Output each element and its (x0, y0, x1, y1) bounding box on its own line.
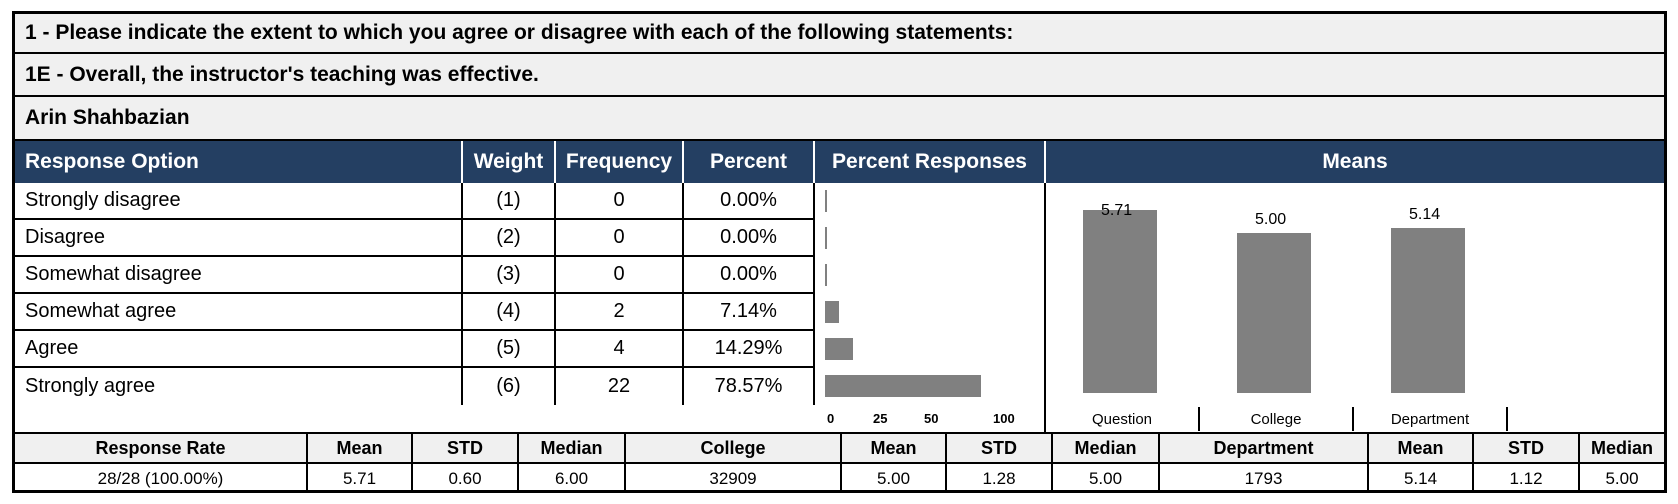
frequency-value: 0 (556, 183, 684, 220)
stat-value: 6.00 (519, 464, 626, 493)
mean-bar (1237, 232, 1311, 393)
stat-value: 5.14 (1369, 464, 1474, 493)
stat-header: College (626, 434, 842, 464)
percent-value: 14.29% (684, 331, 815, 368)
frequency-value: 2 (556, 294, 684, 331)
weight-value: (4) (463, 294, 556, 331)
percent-responses-chart (815, 183, 1046, 405)
stat-header: STD (1474, 434, 1580, 464)
means-category-row: Question College Department (1046, 405, 1664, 434)
stat-value: 0.60 (413, 464, 519, 493)
weight-value: (1) (463, 183, 556, 220)
stat-value: 28/28 (100.00%) (15, 464, 308, 493)
percent-value: 7.14% (684, 294, 815, 331)
mean-bar-label: 5.00 (1255, 210, 1287, 228)
means-category-label: College (1200, 407, 1354, 431)
weight-value: (6) (463, 368, 556, 405)
stat-header: Median (1053, 434, 1160, 464)
percent-bar (825, 375, 981, 397)
frequency-value: 0 (556, 220, 684, 257)
stat-header: STD (947, 434, 1053, 464)
percent-bar (825, 338, 854, 360)
stat-value: 1793 (1160, 464, 1369, 493)
mean-bar-label: 5.14 (1409, 206, 1441, 224)
col-percent-responses: Percent Responses (815, 141, 1046, 183)
frequency-value: 22 (556, 368, 684, 405)
response-option-label: Strongly disagree (15, 183, 463, 220)
frequency-value: 4 (556, 331, 684, 368)
percent-axis-tick: 25 (873, 411, 888, 426)
response-option-label: Agree (15, 331, 463, 368)
stat-value: 32909 (626, 464, 842, 493)
response-option-label: Strongly agree (15, 368, 463, 405)
stat-header: STD (413, 434, 519, 464)
percent-axis-tick: 100 (993, 411, 1015, 426)
weight-value: (3) (463, 257, 556, 294)
stat-value: 1.28 (947, 464, 1053, 493)
question-group-title: 1 - Please indicate the extent to which … (15, 14, 1664, 54)
percent-bar (825, 190, 827, 212)
stat-value: 5.00 (1053, 464, 1160, 493)
means-category-label: Question (1046, 407, 1200, 431)
stat-header: Mean (1369, 434, 1474, 464)
percent-value: 0.00% (684, 220, 815, 257)
percent-bar (825, 227, 827, 249)
instructor-name: Arin Shahbazian (15, 97, 1664, 141)
stat-header: Mean (842, 434, 947, 464)
response-option-label: Somewhat agree (15, 294, 463, 331)
percent-value: 78.57% (684, 368, 815, 405)
mean-bar-label: 5.71 (1101, 201, 1133, 219)
report-frame: 1 - Please indicate the extent to which … (12, 11, 1667, 493)
question-title: 1E - Overall, the instructor's teaching … (15, 54, 1664, 97)
percent-value: 0.00% (684, 257, 815, 294)
mean-bar (1391, 228, 1465, 393)
stat-value: 5.71 (308, 464, 413, 493)
stat-value: 5.00 (1605, 468, 1639, 488)
col-means: Means (1046, 141, 1664, 183)
percent-axis-row: 0 25 50 100 (15, 405, 1046, 434)
stat-header: Mean (308, 434, 413, 464)
col-frequency: Frequency (556, 141, 684, 183)
percent-axis-tick: 50 (924, 411, 939, 426)
percent-bar (825, 264, 827, 286)
col-percent: Percent (684, 141, 815, 183)
col-weight: Weight (463, 141, 556, 183)
stat-header: Median (519, 434, 626, 464)
stat-header: Department (1160, 434, 1369, 464)
stat-value: 1.12 (1474, 464, 1580, 493)
col-response-option: Response Option (15, 141, 463, 183)
response-option-label: Disagree (15, 220, 463, 257)
weight-value: (2) (463, 220, 556, 257)
weight-value: (5) (463, 331, 556, 368)
percent-bar (825, 301, 840, 323)
percent-value: 0.00% (684, 183, 815, 220)
stat-value: 5.00 (842, 464, 947, 493)
response-option-label: Somewhat disagree (15, 257, 463, 294)
mean-bar (1083, 209, 1157, 393)
frequency-value: 0 (556, 257, 684, 294)
means-chart: 5.71 5.00 5.14 (1046, 183, 1664, 405)
percent-axis-tick: 0 (827, 411, 835, 426)
means-category-label: Department (1354, 407, 1508, 431)
stat-header: Response Rate (15, 434, 308, 464)
stat-header: Median (1580, 434, 1664, 464)
